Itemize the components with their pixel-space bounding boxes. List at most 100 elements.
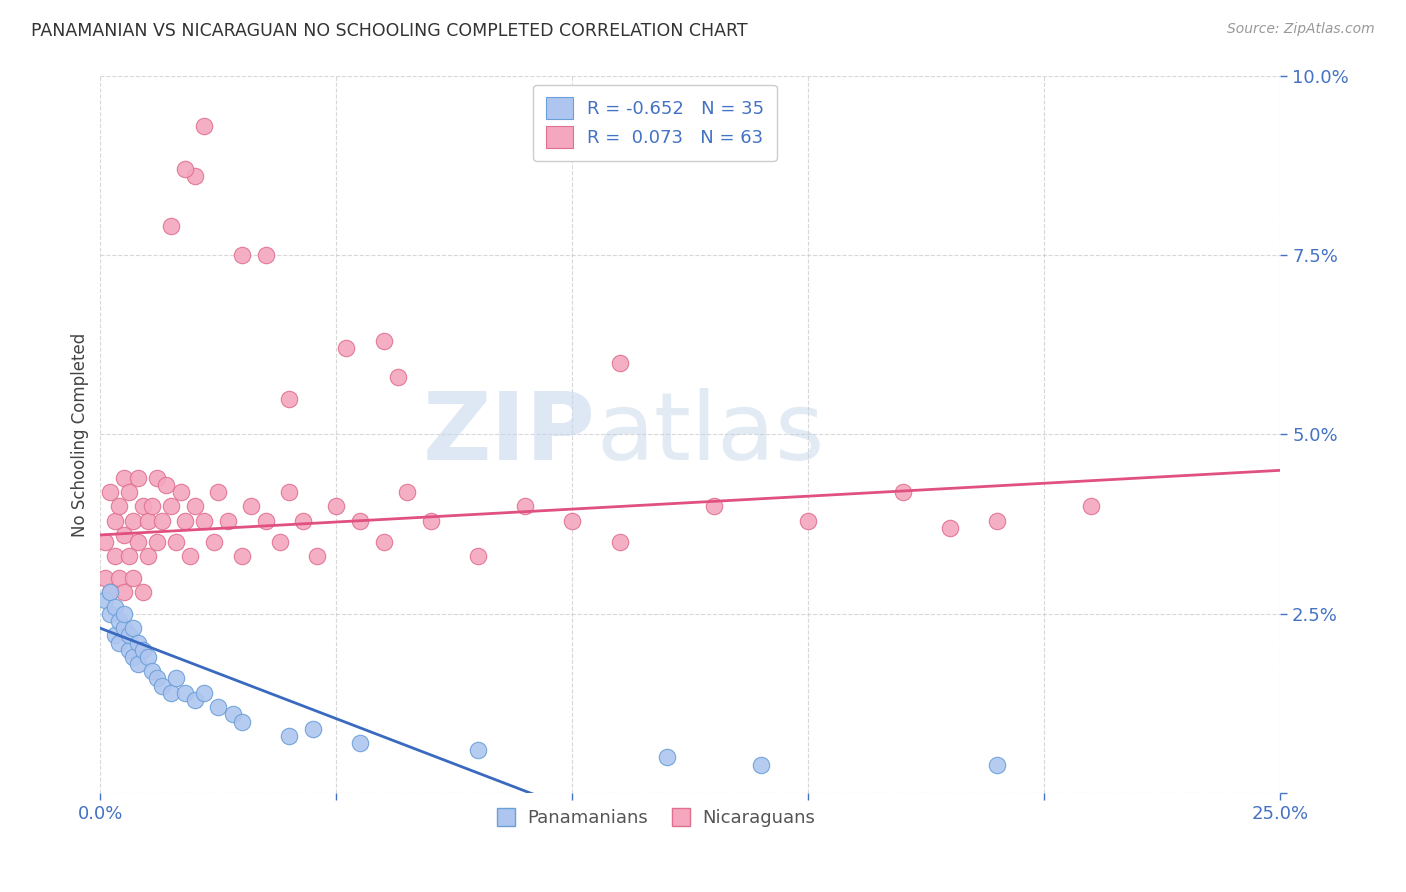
Point xyxy=(202,535,225,549)
Point xyxy=(103,549,125,564)
Point xyxy=(127,657,149,672)
Point xyxy=(122,571,145,585)
Point xyxy=(112,470,135,484)
Point xyxy=(94,592,117,607)
Point xyxy=(184,169,207,183)
Point xyxy=(136,549,159,564)
Point xyxy=(396,484,419,499)
Point xyxy=(118,628,141,642)
Point xyxy=(193,686,215,700)
Point xyxy=(561,514,583,528)
Point xyxy=(349,514,371,528)
Point xyxy=(174,161,197,176)
Point xyxy=(269,535,291,549)
Point xyxy=(278,392,301,406)
Point xyxy=(609,535,631,549)
Point xyxy=(150,514,173,528)
Text: Source: ZipAtlas.com: Source: ZipAtlas.com xyxy=(1227,22,1375,37)
Point xyxy=(155,477,177,491)
Point xyxy=(132,500,155,514)
Point xyxy=(221,707,243,722)
Point xyxy=(240,500,263,514)
Point xyxy=(118,484,141,499)
Point xyxy=(307,549,329,564)
Point xyxy=(179,549,201,564)
Point xyxy=(108,614,131,628)
Point xyxy=(325,500,347,514)
Point xyxy=(136,514,159,528)
Point xyxy=(749,757,772,772)
Point xyxy=(122,514,145,528)
Point xyxy=(112,528,135,542)
Point xyxy=(373,334,395,348)
Point xyxy=(335,341,357,355)
Point xyxy=(146,470,169,484)
Point xyxy=(127,470,149,484)
Y-axis label: No Schooling Completed: No Schooling Completed xyxy=(72,333,89,537)
Point xyxy=(141,500,163,514)
Point xyxy=(207,484,229,499)
Point xyxy=(132,642,155,657)
Point xyxy=(703,500,725,514)
Point xyxy=(98,607,121,621)
Point xyxy=(231,549,253,564)
Point xyxy=(98,585,121,599)
Point xyxy=(193,119,215,133)
Point xyxy=(141,665,163,679)
Point xyxy=(231,248,253,262)
Point xyxy=(193,514,215,528)
Text: ZIP: ZIP xyxy=(423,388,596,481)
Point xyxy=(103,514,125,528)
Point xyxy=(108,500,131,514)
Point xyxy=(160,686,183,700)
Point xyxy=(136,650,159,665)
Point xyxy=(150,679,173,693)
Point xyxy=(986,757,1008,772)
Point xyxy=(292,514,315,528)
Point xyxy=(118,642,141,657)
Point xyxy=(467,549,489,564)
Point xyxy=(373,535,395,549)
Point xyxy=(278,729,301,743)
Point xyxy=(122,621,145,635)
Point xyxy=(986,514,1008,528)
Point xyxy=(165,672,187,686)
Point xyxy=(169,484,191,499)
Point xyxy=(467,743,489,757)
Point xyxy=(184,500,207,514)
Point xyxy=(301,722,323,736)
Point xyxy=(1080,500,1102,514)
Point xyxy=(122,650,145,665)
Point xyxy=(108,571,131,585)
Point xyxy=(146,672,169,686)
Point xyxy=(103,628,125,642)
Point xyxy=(94,571,117,585)
Point xyxy=(254,248,277,262)
Point xyxy=(174,686,197,700)
Point xyxy=(160,219,183,234)
Point xyxy=(231,714,253,729)
Point xyxy=(939,521,962,535)
Point xyxy=(349,736,371,750)
Point xyxy=(278,484,301,499)
Point xyxy=(207,700,229,714)
Point xyxy=(112,607,135,621)
Point xyxy=(112,621,135,635)
Text: atlas: atlas xyxy=(596,388,824,481)
Point xyxy=(513,500,536,514)
Point xyxy=(254,514,277,528)
Point xyxy=(419,514,441,528)
Text: PANAMANIAN VS NICARAGUAN NO SCHOOLING COMPLETED CORRELATION CHART: PANAMANIAN VS NICARAGUAN NO SCHOOLING CO… xyxy=(31,22,748,40)
Point xyxy=(217,514,239,528)
Point xyxy=(127,535,149,549)
Point xyxy=(174,514,197,528)
Point xyxy=(108,635,131,649)
Point xyxy=(387,370,409,384)
Point xyxy=(797,514,820,528)
Point xyxy=(132,585,155,599)
Point xyxy=(94,535,117,549)
Point xyxy=(112,585,135,599)
Point xyxy=(103,599,125,614)
Point xyxy=(165,535,187,549)
Point xyxy=(184,693,207,707)
